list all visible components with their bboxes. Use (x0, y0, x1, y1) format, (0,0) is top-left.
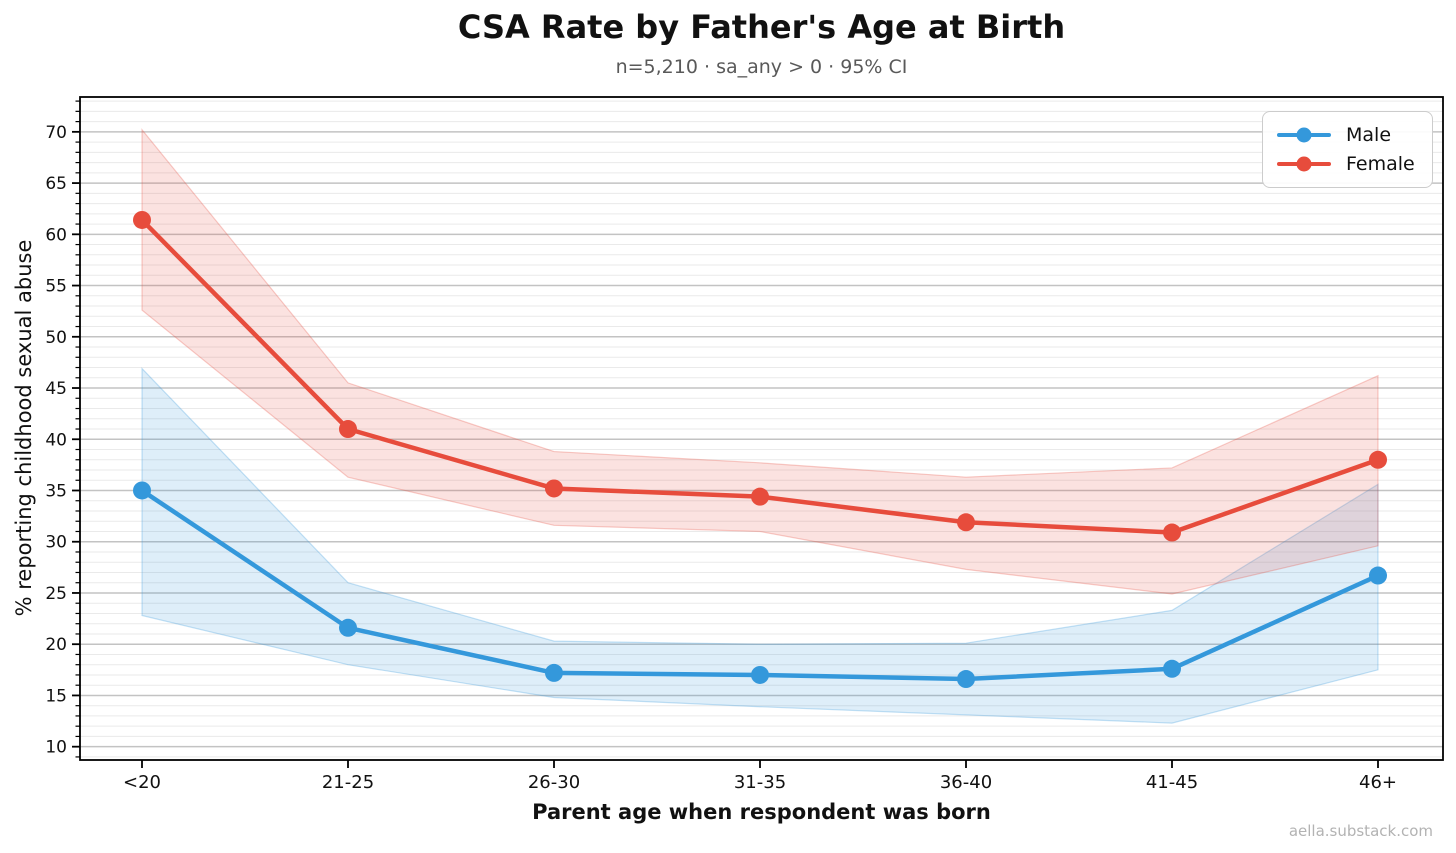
male-point (751, 665, 769, 684)
legend-item-female: Female (1277, 153, 1418, 175)
watermark-text: aella.substack.com (1288, 822, 1433, 840)
y-tick-label: 15 (45, 686, 67, 706)
male-points (133, 481, 1387, 689)
y-tick-label: 40 (45, 430, 67, 450)
y-tick-label: 35 (45, 481, 67, 501)
male-point (957, 670, 975, 689)
female-point (751, 487, 769, 506)
chart-subtitle: n=5,210 · sa_any > 0 · 95% CI (615, 56, 908, 78)
y-tick-label: 20 (45, 635, 67, 655)
male-ci-band (141, 367, 1379, 724)
x-tick-label: 31-35 (734, 772, 786, 793)
y-tick-label: 65 (45, 174, 67, 194)
female-point (339, 420, 357, 439)
x-tick-label: 41-45 (1146, 772, 1198, 793)
y-tick-label: 25 (45, 584, 67, 604)
gridlines (80, 100, 1443, 758)
legend-label-male: Male (1346, 123, 1392, 146)
male-point (545, 663, 563, 682)
female-point (545, 479, 563, 498)
female-line-marker-icon (1277, 155, 1331, 173)
legend-label-female: Female (1346, 153, 1415, 176)
male-line-marker-icon (1277, 126, 1331, 144)
plot-frame (79, 96, 1444, 761)
x-axis-label: Parent age when respondent was born (532, 800, 991, 824)
female-point (133, 210, 151, 229)
x-tick-label: 46+ (1359, 772, 1397, 793)
y-tick-label: 70 (45, 123, 67, 143)
female-point (1163, 523, 1181, 542)
y-axis-label: % reporting childhood sexual abuse (12, 239, 36, 617)
x-tick-label: 36-40 (940, 772, 992, 793)
y-tick-label: 55 (45, 277, 67, 297)
male-point (1369, 566, 1387, 585)
y-tick-label: 60 (45, 225, 67, 245)
female-points (133, 210, 1387, 542)
legend: Male Female (1262, 111, 1433, 188)
y-tick-label: 10 (45, 738, 67, 758)
chart-title: CSA Rate by Father's Age at Birth (457, 8, 1066, 46)
y-tick-label: 50 (45, 328, 67, 348)
male-point (1163, 659, 1181, 678)
x-tick-label: <20 (123, 772, 161, 793)
x-tick-label: 26-30 (528, 772, 580, 793)
x-tick-label: 21-25 (322, 772, 374, 793)
female-ci-band (141, 128, 1379, 595)
male-point (339, 618, 357, 637)
female-point (1369, 450, 1387, 469)
y-tick-label: 30 (45, 533, 67, 553)
legend-item-male: Male (1277, 124, 1418, 146)
female-point (957, 513, 975, 532)
axis-ticks: 10 15 20 25 30 35 40 45 50 55 60 65 70 <20 21-25 26-30 3… (45, 100, 1397, 793)
male-point (133, 481, 151, 500)
y-tick-label: 45 (45, 379, 67, 399)
